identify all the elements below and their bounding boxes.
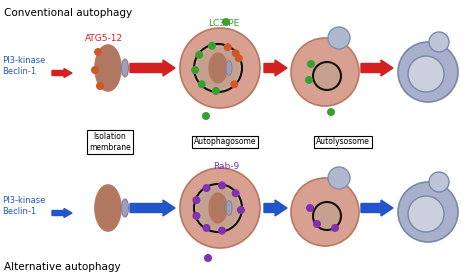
Text: Autophagosome: Autophagosome (194, 137, 256, 147)
Ellipse shape (226, 201, 232, 216)
Text: Conventional autophagy: Conventional autophagy (4, 8, 132, 18)
Circle shape (180, 168, 260, 248)
Circle shape (195, 51, 203, 59)
Circle shape (194, 184, 242, 232)
Circle shape (222, 18, 230, 26)
Circle shape (408, 56, 444, 92)
FancyArrow shape (361, 60, 393, 76)
Ellipse shape (121, 199, 128, 217)
Circle shape (230, 80, 238, 88)
Circle shape (208, 42, 216, 50)
Ellipse shape (209, 193, 227, 223)
Circle shape (96, 82, 104, 90)
Circle shape (180, 28, 260, 108)
Circle shape (197, 47, 239, 89)
Circle shape (313, 62, 341, 90)
Circle shape (328, 167, 350, 189)
Circle shape (313, 220, 321, 228)
Circle shape (198, 80, 206, 88)
Circle shape (202, 224, 210, 232)
Circle shape (398, 42, 458, 102)
Circle shape (313, 202, 341, 230)
Circle shape (232, 49, 240, 57)
Circle shape (291, 38, 359, 106)
Circle shape (398, 182, 458, 242)
Circle shape (212, 87, 220, 95)
Text: Rab-9: Rab-9 (213, 162, 239, 171)
Circle shape (218, 181, 226, 189)
Ellipse shape (121, 59, 128, 77)
FancyArrow shape (52, 209, 72, 217)
FancyArrow shape (52, 68, 72, 78)
Circle shape (94, 48, 102, 56)
Circle shape (328, 27, 350, 49)
Circle shape (191, 66, 199, 74)
Circle shape (224, 43, 232, 51)
Text: LC3-PE: LC3-PE (209, 19, 240, 28)
Circle shape (197, 187, 239, 229)
Circle shape (237, 206, 245, 214)
Circle shape (218, 227, 226, 235)
Circle shape (192, 212, 201, 220)
Circle shape (305, 76, 313, 84)
Circle shape (331, 224, 339, 232)
FancyArrow shape (264, 60, 287, 76)
Circle shape (307, 60, 315, 68)
Text: Autolysosome: Autolysosome (316, 137, 370, 147)
Circle shape (327, 108, 335, 116)
Circle shape (202, 184, 210, 192)
Circle shape (291, 178, 359, 246)
FancyArrow shape (264, 200, 287, 216)
Text: PI3-kinase
Beclin-1: PI3-kinase Beclin-1 (2, 56, 46, 76)
Ellipse shape (95, 45, 121, 91)
FancyArrow shape (361, 200, 393, 216)
Text: PI3-kinase
Beclin-1: PI3-kinase Beclin-1 (2, 196, 46, 216)
Circle shape (429, 172, 449, 192)
Ellipse shape (95, 185, 121, 231)
Circle shape (91, 66, 99, 74)
Ellipse shape (226, 60, 232, 76)
Circle shape (235, 54, 243, 62)
Circle shape (306, 204, 314, 212)
Circle shape (429, 32, 449, 52)
FancyArrow shape (130, 60, 175, 76)
Circle shape (202, 112, 210, 120)
Circle shape (408, 196, 444, 232)
Ellipse shape (209, 53, 227, 83)
Circle shape (204, 254, 212, 262)
Text: ATG5-12: ATG5-12 (85, 34, 123, 43)
FancyArrow shape (130, 200, 175, 216)
Text: Isolation
membrane: Isolation membrane (89, 132, 131, 152)
Circle shape (232, 189, 240, 197)
Circle shape (192, 196, 201, 204)
Text: Alternative autophagy: Alternative autophagy (4, 262, 120, 272)
Circle shape (194, 44, 242, 92)
